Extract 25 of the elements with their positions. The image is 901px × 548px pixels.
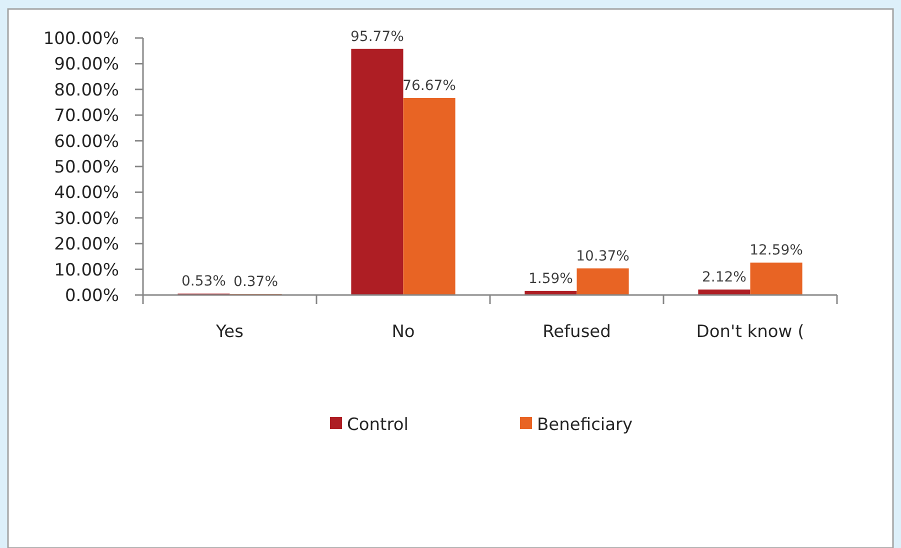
x-tick-label: Yes [215,322,244,342]
y-tick-label: 30.00% [54,208,119,229]
data-label: 2.12% [702,270,746,286]
y-tick-label: 50.00% [54,157,119,178]
x-tick-label: Refused [542,322,611,342]
y-tick-label: 0.00% [64,286,119,306]
y-tick-label: 60.00% [54,132,119,152]
y-tick-label: 20.00% [54,234,119,255]
data-label: 12.59% [750,242,803,259]
y-tick-label: 100.00% [43,28,119,49]
x-tick-label: No [392,322,415,342]
y-tick-label: 10.00% [54,260,119,280]
legend-label: Beneficiary [537,414,633,435]
y-tick-label: 90.00% [54,54,119,75]
data-label: 95.77% [350,28,404,45]
data-label: 1.59% [528,270,573,287]
data-label: 10.37% [576,248,630,264]
y-tick-label: 80.00% [54,80,119,100]
legend-label: Control [347,414,408,435]
x-tick-label: Don't know ( [696,322,804,342]
data-label: 0.53% [181,274,226,290]
data-label: 76.67% [402,78,456,94]
data-label: 0.37% [234,274,278,290]
y-tick-label: 70.00% [54,106,119,126]
y-tick-label: 40.00% [54,183,119,204]
